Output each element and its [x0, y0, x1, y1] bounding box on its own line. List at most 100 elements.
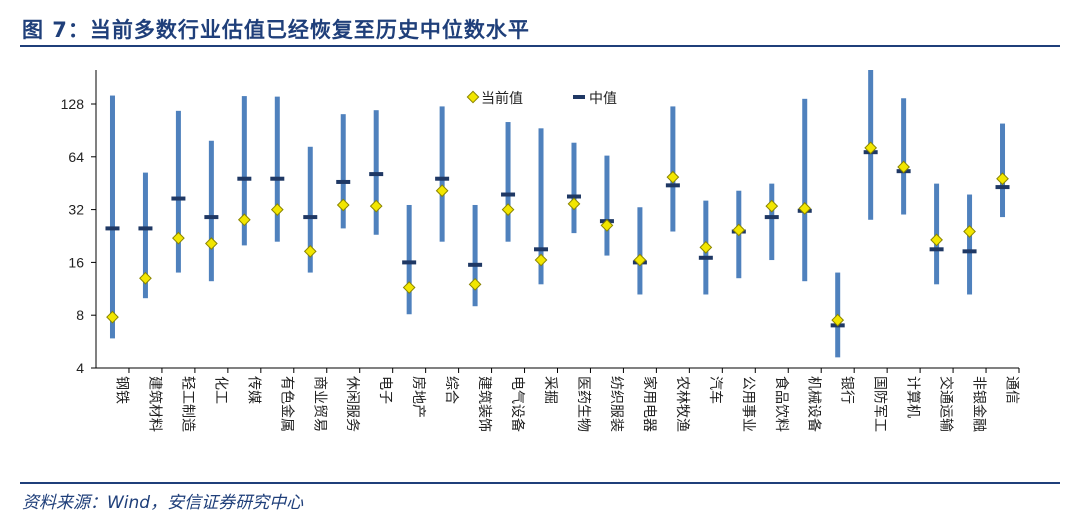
range-bar	[670, 106, 676, 232]
category-label: 银行	[839, 376, 855, 404]
range-bar	[241, 96, 247, 246]
median-marker	[237, 176, 252, 181]
current-marker	[897, 160, 910, 174]
range-bar	[571, 142, 577, 234]
category-label: 家用电器	[641, 376, 658, 432]
category-label: 建筑装饰	[476, 376, 492, 432]
current-marker	[468, 277, 482, 291]
median-marker	[468, 262, 483, 267]
legend-median-label: 中值	[589, 91, 617, 107]
current-marker	[501, 203, 515, 216]
range-bar	[967, 194, 973, 295]
category-label: 国防军工	[872, 376, 888, 432]
range-bar	[802, 98, 808, 282]
median-marker	[105, 226, 120, 231]
figure-title: 图 7：当前多数行业估值已经恢复至历史中位数水平	[22, 18, 530, 42]
current-marker-group	[106, 141, 1009, 327]
current-marker	[336, 198, 350, 212]
range-bar	[901, 98, 907, 215]
current-marker	[699, 240, 713, 254]
range-bar	[406, 204, 412, 315]
valuation-range-chart: 4 8 16 32 64 128 钢铁 建筑材料 轻工制造 化工 传媒 有色金属 商业贸易 休闲服务 电子…	[61, 70, 1020, 432]
range-bar	[109, 95, 115, 339]
category-label: 化工	[212, 376, 228, 404]
category-label: 采掘	[542, 376, 558, 404]
category-label: 商业贸易	[311, 376, 327, 432]
range-bar	[472, 204, 478, 307]
median-marker	[336, 179, 351, 184]
current-marker	[369, 199, 383, 213]
current-marker	[831, 313, 845, 327]
category-label: 休闲服务	[344, 376, 360, 432]
current-marker	[864, 141, 878, 155]
current-marker	[237, 213, 251, 227]
range-bar	[175, 110, 181, 273]
category-label: 汽车	[707, 376, 724, 404]
current-marker	[139, 271, 152, 285]
range-bar	[142, 172, 148, 299]
median-marker	[435, 176, 450, 181]
median-marker	[764, 215, 779, 220]
range-bar	[340, 114, 346, 229]
category-label: 公用事业	[740, 376, 756, 432]
y-tick-label: 4	[76, 360, 84, 376]
current-marker	[666, 170, 680, 184]
current-marker	[930, 233, 943, 247]
range-bar	[307, 146, 313, 273]
source-rule	[20, 482, 1060, 484]
range-bar	[505, 122, 511, 242]
category-label: 房地产	[410, 376, 426, 418]
range-bar	[439, 106, 445, 242]
y-tick-label: 64	[68, 149, 84, 165]
range-bar	[208, 140, 214, 282]
current-marker	[106, 310, 119, 324]
category-label: 农林牧渔	[674, 376, 690, 432]
median-marker	[402, 260, 417, 265]
category-label: 交通运输	[938, 376, 955, 432]
median-marker	[501, 192, 516, 197]
y-tick-group: 4 8 16 32 64 128	[61, 96, 96, 376]
current-marker	[798, 202, 812, 215]
median-marker	[534, 247, 549, 252]
category-label: 轻工制造	[179, 376, 195, 432]
source-note: 资料来源：Wind，安信证券研究中心	[22, 493, 304, 513]
legend-current-swatch	[466, 90, 480, 104]
category-label: 建筑材料	[146, 376, 162, 432]
current-marker	[732, 223, 746, 237]
y-tick-label: 8	[76, 307, 84, 323]
current-marker	[172, 231, 185, 245]
category-label: 钢铁	[113, 376, 129, 404]
current-marker	[270, 203, 284, 216]
current-marker	[600, 219, 614, 232]
legend: 当前值 中值	[466, 90, 617, 107]
current-marker	[765, 199, 779, 213]
median-marker	[929, 247, 944, 252]
median-marker	[303, 215, 318, 220]
category-label: 电气设备	[509, 376, 526, 432]
median-marker	[171, 196, 186, 201]
median-marker	[204, 215, 219, 220]
current-marker	[963, 225, 976, 238]
category-label: 纺织服装	[608, 376, 624, 432]
category-label: 综合	[443, 376, 459, 404]
median-marker	[665, 183, 680, 188]
range-bar	[1000, 123, 1006, 218]
current-marker	[996, 172, 1009, 186]
current-marker	[303, 244, 317, 258]
range-bar	[604, 155, 610, 256]
category-label: 有色金属	[278, 376, 295, 432]
median-marker-group	[105, 150, 1010, 328]
median-marker	[962, 249, 977, 254]
range-bar	[538, 128, 544, 285]
current-marker	[567, 197, 581, 211]
category-label: 机械设备	[806, 376, 823, 432]
range-bar	[274, 96, 280, 242]
y-tick-label: 128	[61, 96, 85, 112]
current-marker	[534, 253, 548, 267]
category-label-group: 钢铁 建筑材料 轻工制造 化工 传媒 有色金属 商业贸易 休闲服务 电子 房地产 综合 建筑装饰 电气设…	[113, 368, 1020, 432]
median-marker	[566, 194, 581, 199]
category-label: 电子	[377, 376, 393, 404]
range-bar	[637, 207, 643, 295]
range-bar	[769, 183, 775, 261]
category-label: 食品饮料	[773, 376, 790, 432]
